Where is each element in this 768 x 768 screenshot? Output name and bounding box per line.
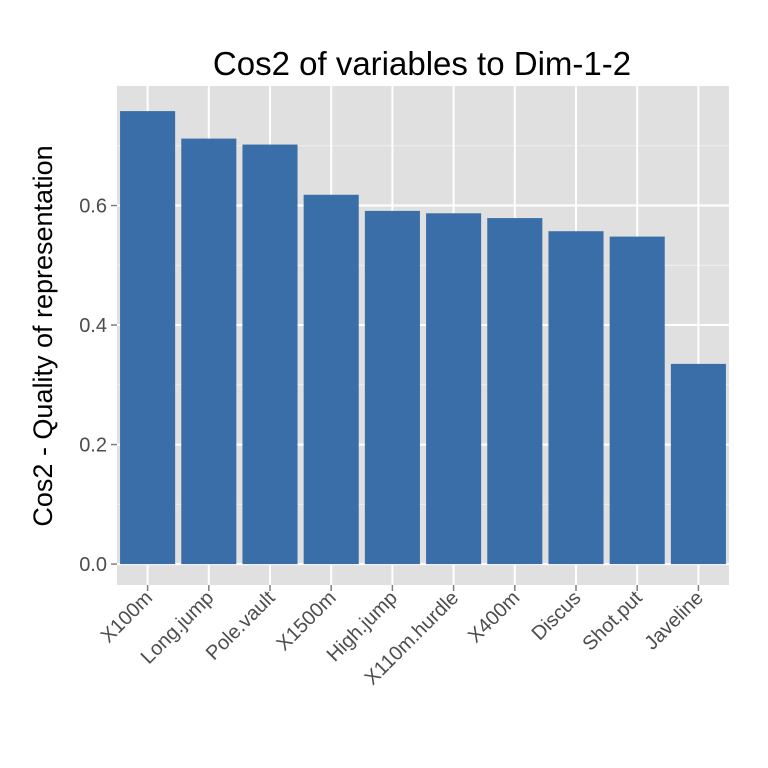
chart-title: Cos2 of variables to Dim-1-2 [213,45,631,82]
y-tick-label: 0.0 [79,554,107,576]
x-axis: X100mLong.jumpPole.vaultX1500mHigh.jumpX… [97,585,708,690]
bar-pole-vault [242,144,298,565]
bar-x110m-hurdle [426,213,482,565]
bar-javeline [670,363,726,565]
bars [120,111,726,565]
y-axis-label: Cos2 - Quality of representation [28,145,58,526]
bar-shot-put [609,236,665,565]
y-tick-label: 0.6 [79,196,107,218]
y-tick-label: 0.4 [79,315,107,337]
bar-high-jump [364,210,420,565]
bar-discus [548,231,604,565]
x-tick-label: Discus [528,587,586,645]
bar-x400m [487,218,543,565]
x-tick-label: Shot.put [578,587,647,656]
bar-long-jump [181,138,237,565]
x-tick-label: X100m [97,587,157,647]
bar-x100m [120,111,176,565]
bar-x1500m [303,194,359,565]
y-axis: 0.0 0.2 0.4 0.6 [79,196,117,576]
x-tick-label: X400m [464,587,524,647]
x-tick-label: Javeline [640,587,707,654]
y-tick-label: 0.2 [79,435,107,457]
